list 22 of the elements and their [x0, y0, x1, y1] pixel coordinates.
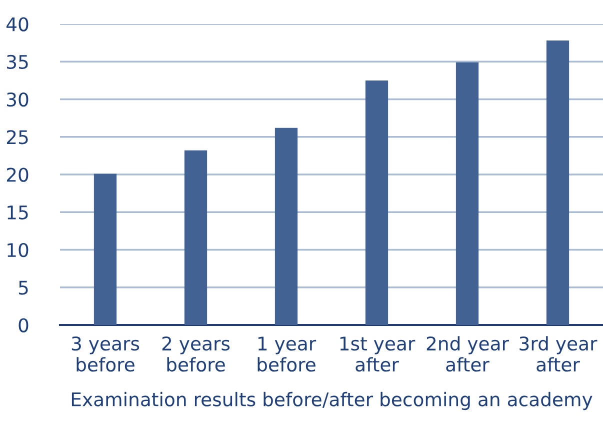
y-tick-label: 40	[6, 17, 28, 32]
bar	[365, 80, 388, 325]
y-tick-label: 20	[6, 168, 28, 182]
y-tick-label: 10	[8, 242, 28, 258]
bar	[274, 128, 298, 325]
y-tick-label: 30	[7, 92, 28, 107]
y-tick-label: 35	[7, 54, 28, 70]
x-tick-label: 3rd year after	[520, 336, 598, 372]
x-tick-label: 1st year after	[340, 336, 416, 372]
x-tick-label: 2nd year after	[426, 336, 509, 372]
bar	[456, 62, 479, 325]
x-tick-label: 3 years before	[72, 336, 140, 372]
y-tick-label: 0	[18, 318, 28, 332]
y-tick-label: 25	[6, 130, 28, 144]
bar	[546, 40, 570, 325]
y-tick-label: 15	[8, 206, 28, 220]
y-tick-label: 5	[18, 280, 28, 295]
bar	[184, 150, 208, 325]
x-tick-label: 2 years before	[162, 336, 230, 372]
x-axis-title: Examination results before/after becoming an academy	[72, 392, 592, 410]
bar	[94, 174, 117, 325]
x-tick-label: 1 year before	[258, 336, 316, 372]
